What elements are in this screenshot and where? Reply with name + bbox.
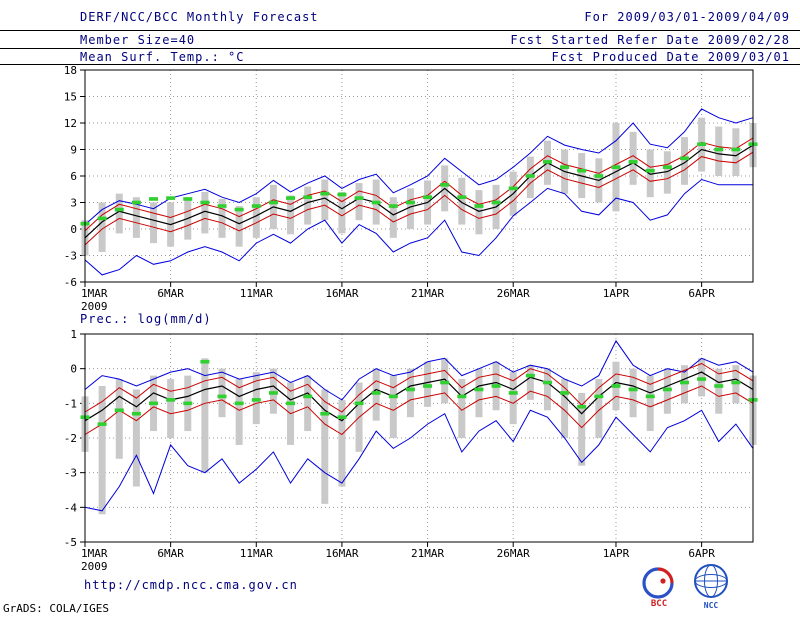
svg-text:-6: -6 [64, 276, 77, 289]
svg-text:2009: 2009 [81, 300, 108, 313]
svg-text:26MAR: 26MAR [497, 287, 530, 300]
svg-text:6APR: 6APR [688, 547, 715, 560]
header-divider-2 [0, 48, 800, 49]
svg-text:1MAR: 1MAR [81, 287, 108, 300]
svg-text:11MAR: 11MAR [240, 287, 273, 300]
header-divider-3 [0, 64, 800, 65]
fcst-start-date-label: Fcst Started Refer Date 2009/02/28 [510, 33, 790, 47]
prec-panel-title: Prec.: log(mm/d) [80, 312, 212, 326]
svg-text:6: 6 [70, 170, 77, 183]
svg-text:21MAR: 21MAR [411, 547, 444, 560]
svg-text:26MAR: 26MAR [497, 547, 530, 560]
fcst-produced-date-label: Fcst Produced Date 2009/03/01 [551, 50, 790, 64]
svg-text:-2: -2 [64, 432, 77, 445]
bcc-logo: BCC [642, 567, 674, 608]
svg-text:1: 1 [70, 328, 77, 341]
svg-text:-1: -1 [64, 397, 77, 410]
svg-text:1APR: 1APR [603, 547, 630, 560]
header-divider-1 [0, 30, 800, 31]
svg-text:1APR: 1APR [603, 287, 630, 300]
svg-text:3: 3 [70, 197, 77, 210]
svg-text:-3: -3 [64, 467, 77, 480]
svg-text:21MAR: 21MAR [411, 287, 444, 300]
ncc-logo-label: NCC [704, 601, 719, 610]
grads-credit: GrADS: COLA/IGES [3, 602, 109, 615]
svg-text:0: 0 [70, 363, 77, 376]
svg-text:0: 0 [70, 223, 77, 236]
svg-text:16MAR: 16MAR [325, 287, 358, 300]
source-url-link[interactable]: http://cmdp.ncc.cma.gov.cn [84, 578, 298, 592]
svg-text:15: 15 [64, 91, 77, 104]
svg-text:2009: 2009 [81, 560, 108, 573]
svg-text:9: 9 [70, 144, 77, 157]
svg-text:-3: -3 [64, 250, 77, 263]
temp-panel-title: Mean Surf. Temp.: °C [80, 50, 245, 64]
svg-text:6APR: 6APR [688, 287, 715, 300]
ncc-logo: NCC [694, 564, 728, 610]
svg-text:11MAR: 11MAR [240, 547, 273, 560]
svg-text:12: 12 [64, 117, 77, 130]
svg-text:6MAR: 6MAR [157, 547, 184, 560]
svg-text:-5: -5 [64, 536, 77, 549]
member-size-label: Member Size=40 [80, 33, 196, 47]
svg-text:-4: -4 [64, 501, 78, 514]
forecast-period-label: For 2009/03/01-2009/04/09 [584, 10, 790, 24]
svg-text:16MAR: 16MAR [325, 547, 358, 560]
bcc-logo-dot [660, 578, 666, 584]
page-title: DERF/NCC/BCC Monthly Forecast [80, 10, 319, 24]
svg-text:6MAR: 6MAR [157, 287, 184, 300]
svg-text:1MAR: 1MAR [81, 547, 108, 560]
svg-text:18: 18 [64, 64, 77, 77]
bcc-logo-label: BCC [651, 599, 667, 608]
